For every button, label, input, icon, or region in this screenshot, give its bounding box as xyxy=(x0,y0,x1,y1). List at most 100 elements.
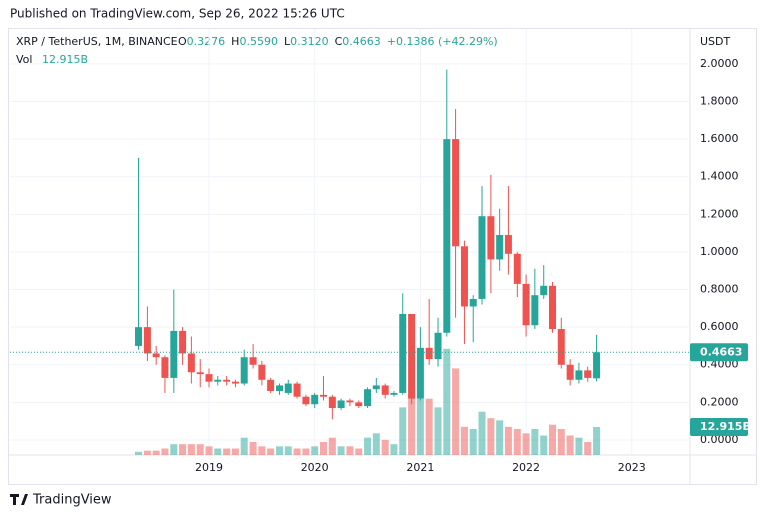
volume-bar xyxy=(513,429,521,455)
volume-bar xyxy=(487,418,495,455)
candle-body xyxy=(161,357,169,378)
candle-body xyxy=(513,253,521,284)
y-tick-label: 0.0000 xyxy=(700,433,739,446)
candle-body xyxy=(381,385,389,395)
candle-body xyxy=(276,385,284,392)
volume-bar xyxy=(364,437,372,455)
candle-body xyxy=(179,330,187,354)
candle-body xyxy=(337,400,345,408)
volume-bar xyxy=(443,348,451,455)
candle-body xyxy=(355,402,363,407)
candle-body xyxy=(540,285,548,296)
logo-text: TradingView xyxy=(32,493,112,508)
panel-border xyxy=(8,28,757,485)
volume-bar xyxy=(258,446,266,455)
legend-value: 0.5590 xyxy=(239,35,278,48)
volume-bar xyxy=(399,407,407,455)
volume-bar xyxy=(337,446,345,455)
volume-bar xyxy=(390,444,398,455)
volume-bar xyxy=(249,442,257,455)
logo: TradingView xyxy=(10,493,112,508)
volume-bar xyxy=(240,437,248,455)
volume-bar xyxy=(460,426,468,455)
published-note: Published on TradingView.com, Sep 26, 20… xyxy=(10,7,345,21)
candle-body xyxy=(504,235,512,254)
volume-bar xyxy=(522,433,530,455)
volume-bar xyxy=(328,437,336,455)
volume-bar xyxy=(311,446,319,455)
volume-name: Vol xyxy=(16,53,32,66)
volume-bar xyxy=(504,426,512,455)
candle-body xyxy=(152,353,160,358)
candle-body xyxy=(593,352,601,379)
x-tick-label: 2020 xyxy=(301,461,329,474)
candle-body xyxy=(249,357,257,365)
volume-bar xyxy=(478,411,486,455)
volume-bar xyxy=(135,451,143,455)
candle-body xyxy=(434,332,442,360)
legend-value: +0.1386 (+42.29%) xyxy=(387,35,498,48)
symbol: XRP / TetherUS, 1M, BINANCE xyxy=(16,35,178,48)
y-tick-label: 1.0000 xyxy=(700,245,739,258)
candle-body xyxy=(143,327,151,354)
candle-body xyxy=(240,357,248,384)
legend-value: 0.3276 xyxy=(187,35,226,48)
candle-body xyxy=(496,235,504,260)
volume-bar xyxy=(557,429,565,455)
volume-bar xyxy=(276,446,284,455)
y-tick-label: 0.2000 xyxy=(700,395,739,408)
candle-body xyxy=(135,327,143,346)
volume-bar xyxy=(152,450,160,455)
candle-body xyxy=(205,374,213,382)
volume-bar xyxy=(161,448,169,455)
volume-bar xyxy=(593,427,601,455)
volume-bar xyxy=(355,448,363,455)
candle-body xyxy=(390,392,398,395)
volume-bar xyxy=(143,450,151,455)
candle-body xyxy=(460,246,468,307)
y-tick-label: 1.4000 xyxy=(700,170,739,183)
volume-bar xyxy=(284,446,292,455)
candle-body xyxy=(469,298,477,307)
candle-body xyxy=(187,353,195,373)
candle-body xyxy=(522,283,530,326)
candle-body xyxy=(311,394,319,405)
volume-bar xyxy=(381,439,389,455)
legend-value: 0.3120 xyxy=(290,35,329,48)
x-tick-label: 2023 xyxy=(618,461,646,474)
y-tick-label: 0.8000 xyxy=(700,283,739,296)
volume-bar xyxy=(531,429,539,455)
volume-bar xyxy=(434,407,442,455)
candle-body xyxy=(223,379,231,382)
volume-bar xyxy=(293,448,301,455)
volume-bar xyxy=(575,437,583,455)
y-tick-label: 0.6000 xyxy=(700,320,739,333)
candle-body xyxy=(267,379,275,392)
candle-body xyxy=(372,385,380,390)
x-tick-label: 2019 xyxy=(195,461,223,474)
candle-body xyxy=(487,216,495,260)
candle-body xyxy=(302,396,310,405)
legend-value: 0.4663 xyxy=(342,35,381,48)
volume-bar xyxy=(302,448,310,455)
y-tick-label: 1.8000 xyxy=(700,95,739,108)
candle-body xyxy=(364,389,372,407)
candle-body xyxy=(408,313,416,399)
candle-body xyxy=(531,295,539,326)
candle-body xyxy=(584,370,592,378)
volume-last: 12.915B xyxy=(42,53,88,66)
volume-bar xyxy=(196,444,204,455)
volume-bar xyxy=(408,385,416,455)
volume-badge xyxy=(690,418,748,437)
candle-body xyxy=(170,330,178,378)
candle-body xyxy=(258,364,266,380)
candle-body xyxy=(346,400,354,403)
candle-body xyxy=(575,370,583,380)
volume-bar xyxy=(496,420,504,455)
price-badge xyxy=(690,343,748,362)
volume-bar xyxy=(584,442,592,455)
volume-bar xyxy=(231,448,239,455)
candle-body xyxy=(425,347,433,360)
